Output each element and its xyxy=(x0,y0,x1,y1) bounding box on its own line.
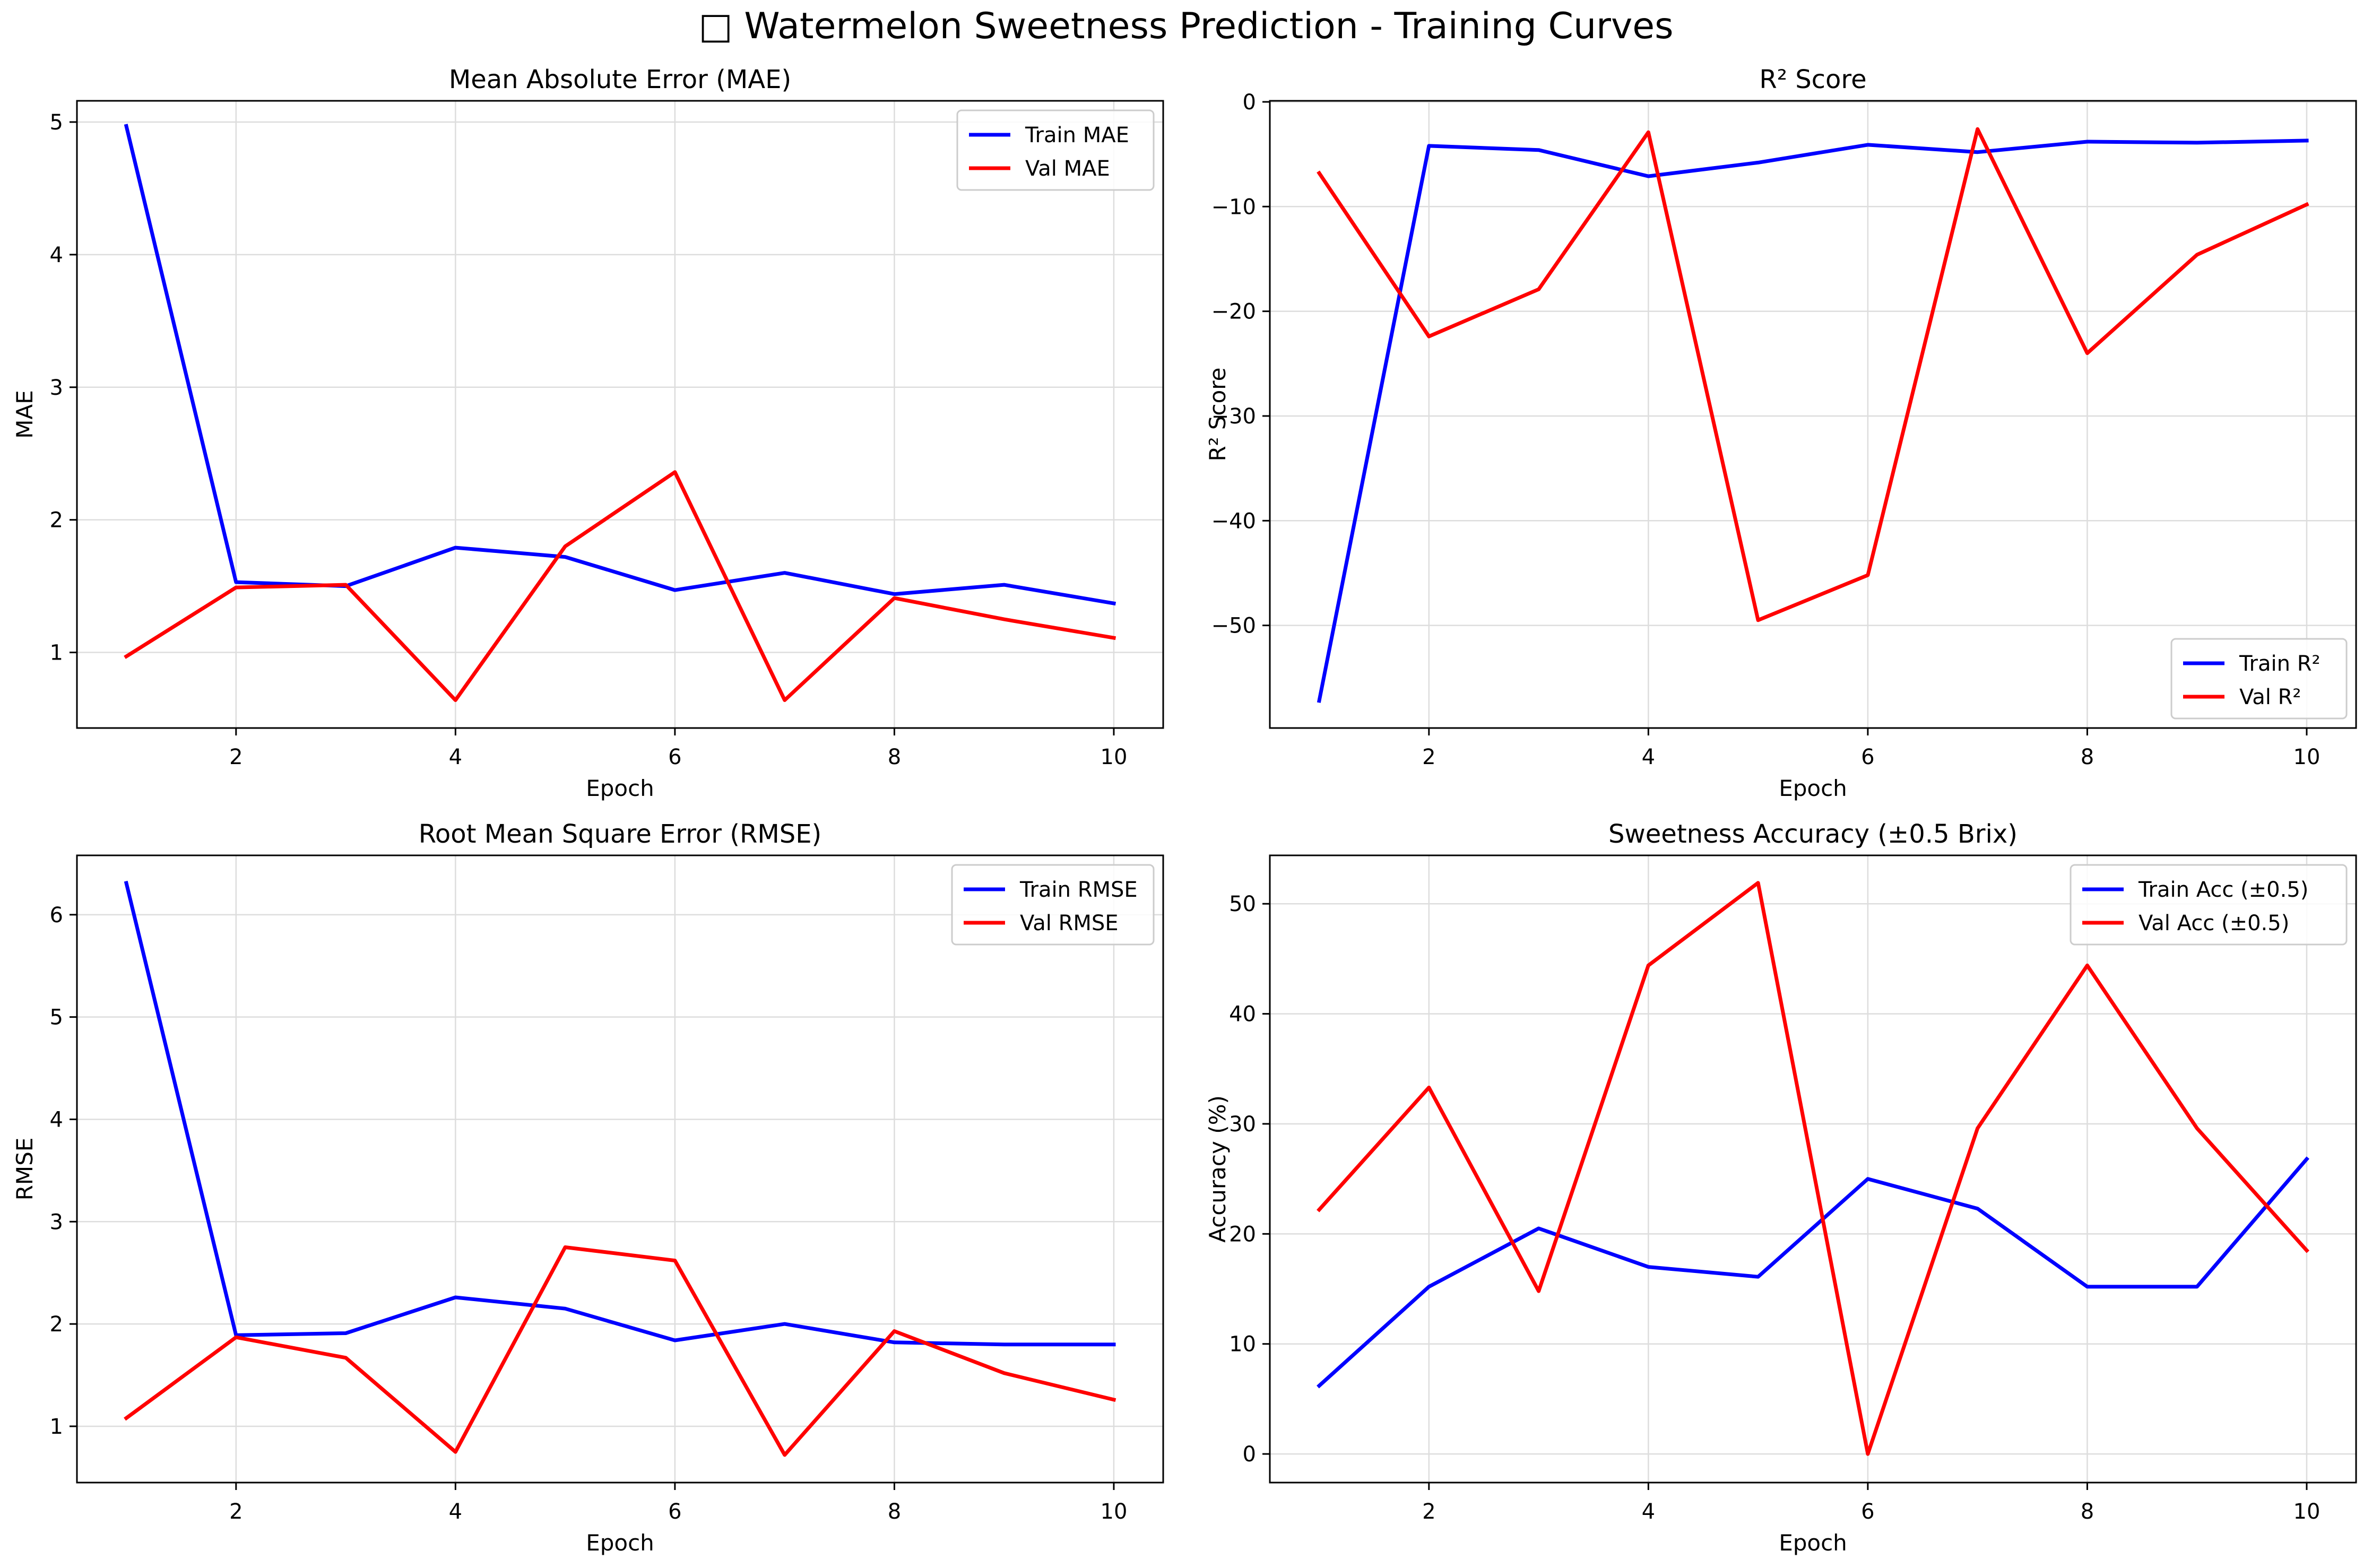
chart3-x-tick-label: 8 xyxy=(888,1500,901,1524)
chart2-train-line xyxy=(1317,138,2309,703)
chart4-x-tick-label: 6 xyxy=(1861,1500,1874,1524)
chart3-y-tick-label: 4 xyxy=(50,1107,63,1132)
chart2-legend-label-val: Val R² xyxy=(2239,685,2301,709)
chart3-y-tick-label: 2 xyxy=(50,1312,63,1337)
chart4-y-tick-label: 0 xyxy=(1243,1442,1256,1467)
chart1-y-tick-label: 5 xyxy=(50,110,63,135)
chart1-legend-label-val: Val MAE xyxy=(1025,157,1110,181)
chart3-legend-label-train: Train RMSE xyxy=(1019,878,1138,902)
chart1-axes-frame xyxy=(76,100,1164,729)
chart3-axes-frame xyxy=(76,854,1164,1484)
chart4-val-line xyxy=(1317,881,2309,1456)
chart4-y-tick-label: 50 xyxy=(1229,892,1256,916)
chart2-y-tick-label: −40 xyxy=(1211,509,1256,533)
chart2-y-tick-label: −30 xyxy=(1211,404,1256,429)
chart3-val-line xyxy=(124,1245,1116,1457)
chart3-y-tick-label: 1 xyxy=(50,1415,63,1439)
chart3-y-tick-label: 3 xyxy=(50,1210,63,1234)
chart1-train-line xyxy=(124,124,1116,606)
chart1-x-tick-label: 8 xyxy=(888,745,901,769)
chart3-y-axis-label: RMSE xyxy=(12,1138,38,1201)
chart1-val-line xyxy=(124,470,1116,702)
chart1-y-tick-label: 2 xyxy=(50,508,63,533)
chart2-y-tick-label: −50 xyxy=(1211,614,1256,638)
chart3-x-tick-label: 2 xyxy=(229,1500,243,1524)
chart4-legend-label-train: Train Acc (±0.5) xyxy=(2138,878,2308,902)
chart1-y-tick-label: 4 xyxy=(50,243,63,267)
chart1-x-axis-label: Epoch xyxy=(586,775,654,801)
chart3-x-tick-label: 10 xyxy=(1101,1500,1128,1524)
chart2-y-tick-label: −10 xyxy=(1211,195,1256,219)
chart3-legend-label-val: Val RMSE xyxy=(1020,911,1119,935)
chart4-axes-frame xyxy=(1269,854,2357,1484)
chart2-x-tick-label: 4 xyxy=(1642,745,1655,769)
chart4-x-tick-label: 10 xyxy=(2293,1500,2321,1524)
chart1-legend-label-train: Train MAE xyxy=(1025,123,1129,148)
chart4-x-axis-label: Epoch xyxy=(1779,1530,1847,1556)
chart3-train-line xyxy=(124,880,1116,1347)
chart3-y-tick-label: 6 xyxy=(50,903,63,928)
chart1-title: Mean Absolute Error (MAE) xyxy=(449,65,791,94)
chart3-x-tick-label: 4 xyxy=(449,1500,462,1524)
chart3-x-axis-label: Epoch xyxy=(586,1530,654,1556)
chart3-y-tick-label: 5 xyxy=(50,1006,63,1030)
chart4-y-tick-label: 40 xyxy=(1229,1002,1256,1027)
chart2-title: R² Score xyxy=(1759,65,1866,94)
chart1-x-tick-label: 10 xyxy=(1101,745,1128,769)
chart2-x-tick-label: 2 xyxy=(1422,745,1435,769)
chart1-y-axis-label: MAE xyxy=(12,390,38,439)
chart1-x-tick-label: 4 xyxy=(449,745,462,769)
chart4-y-tick-label: 10 xyxy=(1229,1332,1256,1357)
chart4-title: Sweetness Accuracy (±0.5 Brix) xyxy=(1608,819,2018,849)
chart2-axes-frame xyxy=(1269,100,2357,729)
chart2-y-axis-label: R² Score xyxy=(1205,367,1231,461)
chart4-y-axis-label: Accuracy (%) xyxy=(1205,1095,1231,1243)
chart1-y-tick-label: 1 xyxy=(50,641,63,665)
chart1-y-tick-label: 3 xyxy=(50,376,63,400)
chart3-x-tick-label: 6 xyxy=(668,1500,681,1524)
chart4-y-tick-label: 20 xyxy=(1229,1222,1256,1246)
figure-title: □ Watermelon Sweetness Prediction - Trai… xyxy=(698,5,1674,47)
chart4-legend-box xyxy=(2070,864,2348,946)
chart2-val-line xyxy=(1317,127,2309,622)
chart2-y-tick-label: −20 xyxy=(1211,300,1256,324)
chart2-legend-label-train: Train R² xyxy=(2239,652,2321,676)
chart1-x-tick-label: 6 xyxy=(668,745,681,769)
chart4-y-tick-label: 30 xyxy=(1229,1112,1256,1137)
chart4-legend-label-val: Val Acc (±0.5) xyxy=(2139,911,2289,935)
chart2-y-tick-label: 0 xyxy=(1243,90,1256,115)
chart1-x-tick-label: 2 xyxy=(229,745,243,769)
chart4-x-tick-label: 2 xyxy=(1422,1500,1435,1524)
chart2-x-tick-label: 6 xyxy=(1861,745,1874,769)
chart3-title: Root Mean Square Error (RMSE) xyxy=(419,819,822,849)
chart2-x-tick-label: 8 xyxy=(2081,745,2094,769)
chart2-x-axis-label: Epoch xyxy=(1779,775,1847,801)
chart4-x-tick-label: 8 xyxy=(2081,1500,2094,1524)
chart4-x-tick-label: 4 xyxy=(1642,1500,1655,1524)
chart2-x-tick-label: 10 xyxy=(2293,745,2321,769)
chart4-train-line xyxy=(1317,1156,2309,1389)
